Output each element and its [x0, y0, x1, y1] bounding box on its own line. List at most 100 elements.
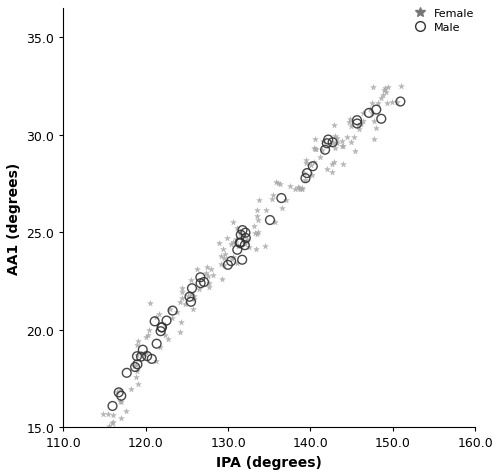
Point — [388, 99, 396, 106]
Point — [251, 230, 259, 238]
Point — [146, 300, 154, 307]
Point — [294, 184, 302, 191]
Point — [110, 424, 118, 432]
Point — [150, 318, 158, 326]
Point — [250, 223, 258, 230]
Point — [396, 99, 404, 106]
Point — [384, 84, 392, 92]
Point — [302, 159, 310, 167]
Point — [113, 388, 121, 396]
Point — [238, 227, 246, 234]
Point — [209, 272, 217, 279]
Point — [178, 294, 186, 302]
Point — [309, 163, 317, 171]
Point — [397, 83, 405, 90]
Point — [162, 322, 170, 329]
Point — [379, 92, 387, 99]
Point — [236, 229, 244, 237]
Point — [234, 247, 241, 254]
Point — [236, 239, 244, 247]
Point — [219, 246, 227, 254]
Point — [244, 243, 252, 251]
Point — [236, 239, 244, 247]
Point — [272, 218, 280, 226]
Point — [253, 207, 261, 215]
Point — [152, 358, 160, 366]
Point — [360, 118, 368, 125]
Point — [131, 364, 139, 371]
Point — [358, 109, 366, 117]
Point — [162, 317, 170, 325]
Point — [229, 218, 237, 226]
Point — [122, 369, 130, 377]
Point — [204, 273, 212, 281]
Point — [321, 147, 329, 154]
Point — [329, 139, 337, 147]
Point — [266, 217, 274, 224]
Point — [286, 182, 294, 190]
Point — [328, 160, 336, 168]
Point — [302, 175, 310, 183]
Point — [255, 197, 263, 204]
Point — [178, 288, 186, 296]
Point — [282, 197, 290, 205]
Point — [338, 143, 345, 151]
Point — [372, 107, 380, 114]
Point — [262, 206, 270, 214]
Point — [161, 332, 169, 339]
Point — [228, 256, 236, 264]
Point — [272, 179, 280, 187]
Point — [105, 422, 113, 430]
Point — [200, 278, 208, 286]
Point — [319, 138, 327, 145]
Point — [118, 414, 126, 422]
Point — [114, 389, 122, 397]
Point — [236, 243, 244, 250]
Point — [268, 195, 276, 203]
Point — [164, 336, 172, 343]
Point — [232, 236, 240, 243]
Point — [130, 363, 138, 370]
Point — [378, 116, 386, 123]
Point — [231, 240, 239, 248]
Point — [354, 122, 362, 129]
Point — [139, 346, 147, 354]
Point — [347, 139, 355, 147]
Point — [237, 231, 245, 239]
Point — [278, 195, 285, 202]
Point — [196, 286, 203, 294]
Point — [298, 185, 306, 192]
Point — [338, 138, 346, 145]
Point — [137, 353, 145, 361]
Point — [186, 277, 194, 284]
Point — [156, 344, 164, 351]
Point — [158, 324, 166, 331]
Point — [324, 166, 332, 174]
Point — [158, 324, 166, 332]
Point — [332, 139, 340, 147]
Point — [220, 255, 228, 263]
Point — [133, 367, 141, 375]
Point — [203, 264, 211, 271]
Point — [351, 148, 359, 155]
Point — [146, 327, 154, 334]
Legend: Female, Male: Female, Male — [406, 6, 478, 36]
Point — [242, 229, 250, 237]
Point — [308, 172, 316, 179]
Point — [224, 261, 232, 269]
Point — [142, 333, 150, 341]
Point — [252, 245, 260, 253]
Point — [343, 134, 351, 141]
Point — [220, 261, 228, 269]
Point — [117, 392, 125, 400]
Point — [190, 293, 198, 300]
Point — [254, 216, 262, 224]
Point — [229, 238, 237, 246]
Point — [132, 374, 140, 381]
Point — [274, 180, 281, 188]
Point — [187, 298, 195, 306]
Point — [156, 327, 164, 335]
Point — [216, 239, 224, 247]
Y-axis label: AA1 (degrees): AA1 (degrees) — [7, 162, 21, 274]
Point — [243, 238, 251, 246]
